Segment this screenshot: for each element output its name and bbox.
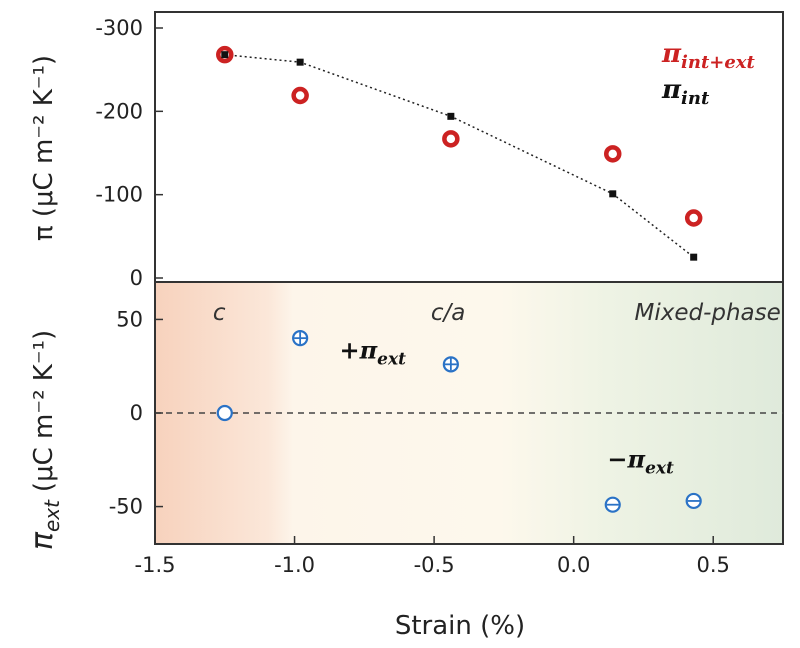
region-label: c bbox=[213, 300, 226, 326]
annotation-sub: ext bbox=[645, 458, 674, 478]
int-point bbox=[447, 112, 455, 120]
bottom-y-axis-title-main: π bbox=[25, 531, 60, 550]
top-y-tick-label: -300 bbox=[95, 16, 143, 40]
x-tick-label: -1.5 bbox=[135, 553, 176, 577]
legend-entry-int-ext: πint+ext bbox=[661, 39, 756, 73]
bottom-y-tick-label: 50 bbox=[116, 307, 143, 331]
top-y-tick-label: -100 bbox=[95, 183, 143, 207]
int-ext-point bbox=[603, 145, 622, 163]
top-y-tick-label: 0 bbox=[130, 266, 143, 290]
bottom-panel: c c/a Mixed-phase +πext−πext 500-50 -1.5 -1… bbox=[109, 281, 784, 577]
int-ext-point bbox=[291, 86, 309, 105]
top-y-axis-title: π (μC m⁻² K⁻¹) bbox=[29, 55, 59, 241]
region-label: Mixed-phase bbox=[634, 300, 780, 326]
legend-entry-int-ext-sub: int+ext bbox=[681, 52, 756, 73]
bottom-y-ticks: 50 0 -50 bbox=[109, 307, 163, 519]
bottom-y-axis-title: πext (μC m⁻² K⁻¹) bbox=[25, 330, 64, 550]
annotations: +πext−πext bbox=[339, 336, 674, 479]
int-point bbox=[296, 58, 304, 66]
top-panel: -300 -200 -100 0 πint+ext πint bbox=[95, 11, 784, 290]
region-labels: c c/a Mixed-phase bbox=[213, 300, 781, 326]
ext-point bbox=[216, 404, 233, 422]
annotation: −πext bbox=[607, 444, 674, 478]
x-tick-label: -1.0 bbox=[274, 553, 315, 577]
bottom-y-axis-title-rest: (μC m⁻² K⁻¹) bbox=[29, 330, 59, 492]
x-tick-label: -0.5 bbox=[414, 553, 455, 577]
bottom-y-axis-title-sub: ext bbox=[40, 499, 64, 532]
int-ext-point bbox=[442, 130, 460, 148]
annotation-main: −π bbox=[607, 444, 645, 473]
legend-entry-int: πint bbox=[661, 75, 710, 109]
int-point bbox=[221, 51, 229, 59]
int-point bbox=[609, 190, 617, 198]
top-y-tick-label: -200 bbox=[95, 99, 143, 123]
annotation-main: +π bbox=[339, 336, 377, 365]
bottom-y-tick-label: 0 bbox=[130, 401, 143, 425]
annotation-sub: ext bbox=[377, 350, 406, 370]
int-point bbox=[690, 253, 698, 261]
region-label: c/a bbox=[431, 300, 466, 326]
top-y-ticks: -300 -200 -100 0 bbox=[95, 16, 163, 290]
int-ext-point bbox=[684, 209, 703, 227]
legend-entry-int-sub: int bbox=[681, 88, 710, 109]
legend: πint+ext πint bbox=[661, 39, 756, 109]
annotation: +πext bbox=[339, 336, 406, 370]
top-series bbox=[216, 45, 703, 261]
bottom-series bbox=[216, 330, 702, 513]
top-plot-frame bbox=[154, 11, 784, 283]
x-tick-label: 0.5 bbox=[697, 553, 730, 577]
x-tick-label: 0.0 bbox=[557, 553, 590, 577]
x-ticks: -1.5 -1.0 -0.5 0.0 0.5 bbox=[135, 536, 730, 577]
x-axis-title: Strain (%) bbox=[395, 611, 525, 641]
bottom-y-tick-label: -50 bbox=[109, 495, 143, 519]
